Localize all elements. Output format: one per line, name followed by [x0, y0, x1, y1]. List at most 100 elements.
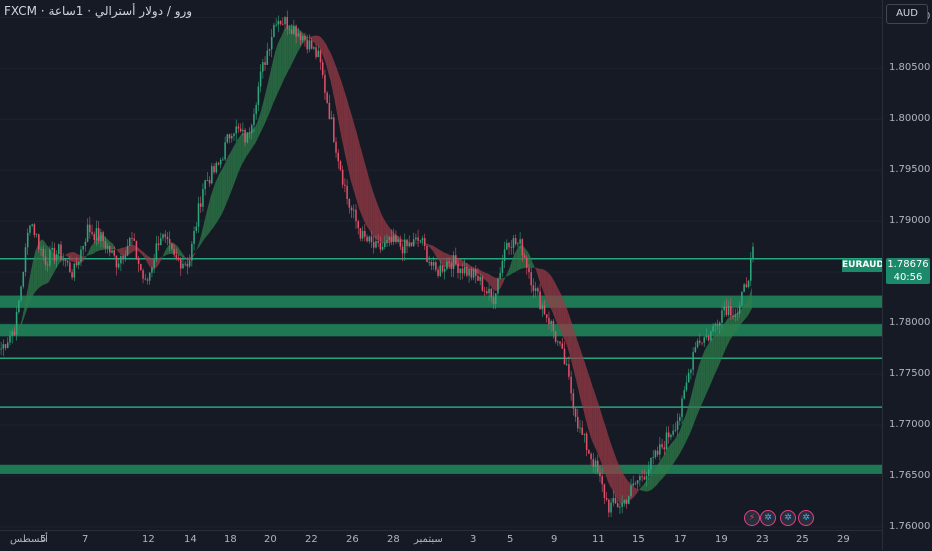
candle-body — [683, 390, 686, 399]
trend-cloud-segment — [283, 27, 287, 80]
gear-icon[interactable]: ✲ — [780, 510, 796, 526]
trend-cloud-segment — [119, 247, 122, 256]
candle-body — [46, 264, 49, 266]
trend-cloud-segment — [159, 257, 162, 263]
trend-cloud-segment — [88, 246, 91, 256]
candle-body — [199, 203, 202, 207]
time-tick-label: 11 — [592, 534, 605, 545]
candle-body — [545, 314, 548, 318]
trend-cloud-segment — [430, 244, 433, 251]
candle-body — [89, 224, 91, 233]
candle-body — [645, 475, 648, 480]
candle-body — [670, 434, 672, 438]
time-axis[interactable]: أغسطس 5 7 12 14 18 20 22 26 28 سبتمبر 3 5 9 11 15 17 19 23… — [0, 530, 882, 551]
candle-body — [401, 246, 404, 254]
candle-body — [122, 256, 124, 259]
candle-body — [69, 262, 71, 273]
gear-icon[interactable]: ✲ — [798, 510, 814, 526]
candle-body — [517, 243, 519, 245]
trend-cloud-segment — [711, 335, 715, 381]
trend-cloud-segment — [334, 63, 338, 114]
trend-cloud-segment — [361, 150, 364, 221]
trend-cloud-segment — [268, 71, 271, 116]
candle-body — [93, 233, 96, 241]
trend-cloud-segment — [328, 48, 331, 81]
candle-body — [257, 86, 260, 106]
trend-cloud-segment — [494, 277, 497, 291]
candle-body — [543, 305, 546, 315]
trend-cloud-segment — [565, 305, 568, 349]
trend-cloud-segment — [621, 469, 624, 504]
trend-cloud-segment — [323, 40, 327, 65]
trend-cloud-segment — [241, 133, 244, 165]
candle-body — [430, 261, 433, 266]
trend-cloud-segment — [275, 45, 278, 100]
candle-body — [177, 257, 180, 260]
candle-body — [288, 28, 291, 30]
trend-cloud-segment — [694, 374, 697, 423]
candle-body — [752, 246, 754, 259]
trend-cloud-segment — [286, 25, 289, 76]
trend-cloud-segment — [144, 252, 147, 261]
candle-body — [508, 242, 510, 248]
price-tick-label: 1.77000 — [889, 419, 931, 431]
candle-body — [634, 483, 637, 485]
candle-body — [148, 272, 151, 281]
candle-body — [625, 500, 628, 504]
candle-body — [206, 180, 209, 181]
trend-cloud-segment — [501, 277, 504, 287]
currency-button[interactable]: AUD — [886, 4, 928, 24]
candle-body — [193, 230, 195, 244]
time-tick-label: 9 — [551, 534, 558, 545]
candle-body — [674, 429, 677, 431]
candle-body — [474, 269, 477, 276]
trend-cloud-segment — [598, 404, 602, 462]
trend-cloud-segment — [669, 442, 673, 469]
trend-cloud-segment — [263, 90, 267, 126]
candle-body — [66, 260, 69, 263]
candle-body — [115, 255, 118, 268]
trend-cloud-segment — [199, 232, 202, 247]
candle-body — [166, 236, 169, 240]
trend-cloud-segment — [616, 459, 619, 502]
trend-cloud-segment — [24, 294, 27, 317]
trend-cloud-segment — [632, 485, 635, 499]
candle-body — [612, 498, 615, 503]
candle-body — [273, 24, 275, 37]
candle-body — [239, 128, 242, 132]
candle-body — [397, 239, 399, 242]
candle-body — [727, 306, 730, 315]
trend-cloud-segment — [357, 134, 360, 210]
trend-cloud-segment — [687, 401, 690, 439]
trend-cloud-segment — [507, 266, 511, 276]
candle-body — [51, 247, 53, 250]
candle-body — [60, 244, 62, 260]
trend-cloud-segment — [348, 103, 351, 180]
trend-cloud-segment — [680, 421, 684, 452]
gear-icon[interactable]: ✲ — [760, 510, 776, 526]
trend-cloud-segment — [181, 252, 185, 258]
candle-body — [750, 258, 752, 281]
chart-plot-area[interactable]: FXCM · ورو / دولار أسترالي · 1ساعة EURAU… — [0, 0, 884, 530]
trend-cloud-segment — [547, 272, 551, 307]
lightning-icon[interactable]: ⚡ — [744, 510, 760, 526]
candle-body — [24, 247, 27, 272]
candle-body — [408, 243, 410, 247]
candle-body — [9, 335, 11, 343]
trend-cloud-segment — [685, 408, 688, 444]
candle-body — [109, 245, 111, 253]
trend-cloud-segment — [401, 238, 404, 243]
trend-cloud-segment — [326, 44, 329, 73]
trend-cloud-segment — [312, 35, 315, 44]
support-zone — [0, 324, 882, 337]
price-tick-label: 1.80000 — [889, 113, 931, 125]
candle-body — [435, 262, 437, 270]
trend-cloud-segment — [272, 52, 276, 105]
candlestick-chart[interactable] — [0, 0, 882, 530]
candle-body — [466, 267, 468, 276]
candle-body — [721, 310, 723, 323]
candle-body — [415, 237, 417, 240]
candle-body — [423, 238, 426, 246]
trend-cloud-segment — [130, 244, 134, 254]
trend-cloud-segment — [19, 318, 23, 329]
